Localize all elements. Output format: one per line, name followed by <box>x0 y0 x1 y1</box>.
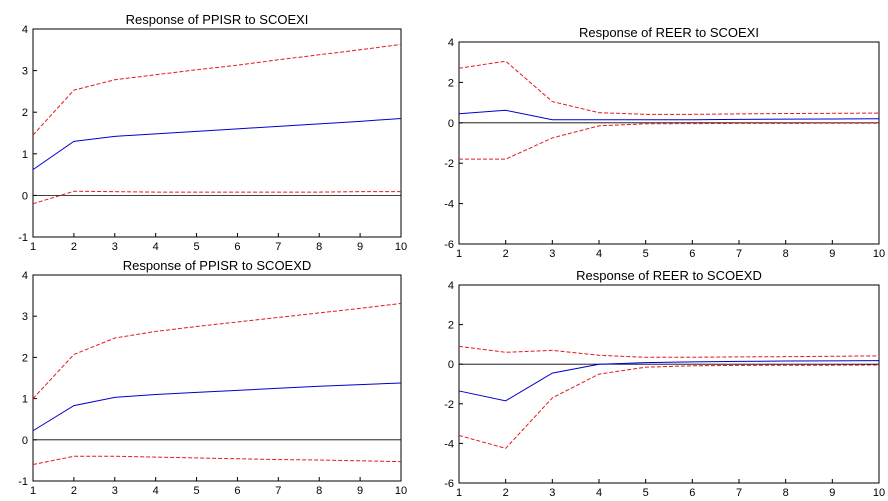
response-line <box>32 117 402 171</box>
response-line <box>458 360 880 402</box>
y-tick-label: -4 <box>444 199 454 211</box>
x-tick-label: 8 <box>316 485 322 497</box>
x-tick-label: 6 <box>689 487 695 499</box>
plot-frame <box>458 41 880 245</box>
y-tick-label: -2 <box>444 399 454 411</box>
y-tick-label: 1 <box>22 394 28 406</box>
y-tick-label: 3 <box>22 311 28 323</box>
x-tick-label: 10 <box>395 241 407 253</box>
lower-band-line <box>458 364 880 449</box>
x-tick-label: 4 <box>596 248 602 260</box>
x-tick-label: 8 <box>316 241 322 253</box>
y-tick-label: -1 <box>18 476 28 488</box>
lower-band-line <box>459 122 879 160</box>
x-tick-label: 7 <box>275 241 281 253</box>
x-tick-label: 2 <box>71 485 77 497</box>
x-tick-label: 6 <box>689 248 695 260</box>
response-line <box>458 109 880 121</box>
lower-band-line <box>32 190 401 205</box>
y-tick-label: 3 <box>22 66 28 78</box>
x-tick-label: 1 <box>30 241 36 253</box>
y-tick-label: 2 <box>22 107 28 119</box>
y-tick-label: 0 <box>22 435 28 447</box>
y-tick-label: -6 <box>444 478 454 490</box>
y-tick-label: -2 <box>444 158 454 170</box>
panel-1: Response of PPISR to SCOEXI -1 0 1 2 3 4 1 2 3 4 5 6… <box>18 12 407 253</box>
panel-4: Response of REER to SCOEXD -6 -4 -2 0 2 4 1 2 3 4 5… <box>444 268 885 499</box>
x-tick-label: 5 <box>193 485 199 497</box>
x-tick-label: 7 <box>736 487 742 499</box>
y-tick-label: 2 <box>448 77 454 89</box>
chart-title: Response of PPISR to SCOEXI <box>126 12 309 27</box>
x-tick-label: 9 <box>357 241 363 253</box>
plot-frame <box>32 28 402 238</box>
y-tick-label: 2 <box>448 320 454 332</box>
x-tick-label: 9 <box>357 485 363 497</box>
x-tick-label: 9 <box>829 487 835 499</box>
x-tick-label: 5 <box>643 248 649 260</box>
upper-band-line <box>32 43 402 136</box>
y-tick-label: -6 <box>444 239 454 251</box>
x-tick-label: 2 <box>503 248 509 260</box>
chart-title: Response of PPISR to SCOEXD <box>123 258 312 273</box>
x-tick-label: 10 <box>395 485 407 497</box>
panel-3: Response of PPISR to SCOEXD -1 0 1 2 3 4 1 2 3 4 5 6… <box>18 258 407 497</box>
x-tick-label: 1 <box>30 485 36 497</box>
upper-band-line <box>458 60 880 115</box>
x-tick-label: 8 <box>783 487 789 499</box>
y-tick-label: 4 <box>22 24 28 36</box>
x-tick-label: 1 <box>456 248 462 260</box>
response-line <box>32 382 402 432</box>
x-tick-label: 10 <box>873 487 885 499</box>
x-tick-label: 6 <box>234 241 240 253</box>
y-tick-label: 0 <box>448 359 454 371</box>
y-tick-label: 1 <box>22 149 28 161</box>
x-tick-label: 8 <box>783 248 789 260</box>
chart-title: Response of REER to SCOEXD <box>576 268 762 283</box>
plot-frame <box>32 274 402 482</box>
x-tick-label: 6 <box>234 485 240 497</box>
x-tick-label: 3 <box>549 248 555 260</box>
x-tick-label: 10 <box>873 248 885 260</box>
x-tick-label: 9 <box>829 248 835 260</box>
y-tick-label: -1 <box>18 232 28 244</box>
y-tick-label: 4 <box>22 270 28 282</box>
upper-band-line <box>458 345 880 358</box>
y-tick-label: -4 <box>444 438 454 450</box>
upper-band-line <box>32 302 402 399</box>
x-tick-label: 7 <box>275 485 281 497</box>
y-tick-label: 0 <box>22 190 28 202</box>
x-tick-label: 3 <box>549 487 555 499</box>
x-tick-label: 7 <box>736 248 742 260</box>
x-tick-label: 2 <box>71 241 77 253</box>
x-tick-label: 1 <box>456 487 462 499</box>
x-tick-label: 4 <box>596 487 602 499</box>
panel-2: Response of REER to SCOEXI -6 -4 -2 0 2 4 1 2 3 4 5… <box>444 25 885 260</box>
lower-band-line <box>32 455 402 466</box>
x-tick-label: 3 <box>112 241 118 253</box>
x-tick-label: 5 <box>643 487 649 499</box>
x-tick-label: 3 <box>112 485 118 497</box>
y-tick-label: 4 <box>448 37 454 49</box>
plot-frame <box>458 284 880 484</box>
y-tick-label: 2 <box>22 352 28 364</box>
x-tick-label: 4 <box>153 241 159 253</box>
x-tick-label: 5 <box>193 241 199 253</box>
x-tick-label: 4 <box>153 485 159 497</box>
x-tick-label: 2 <box>503 487 509 499</box>
y-tick-label: 4 <box>448 280 454 292</box>
chart-title: Response of REER to SCOEXI <box>579 25 759 40</box>
y-tick-label: 0 <box>448 118 454 130</box>
